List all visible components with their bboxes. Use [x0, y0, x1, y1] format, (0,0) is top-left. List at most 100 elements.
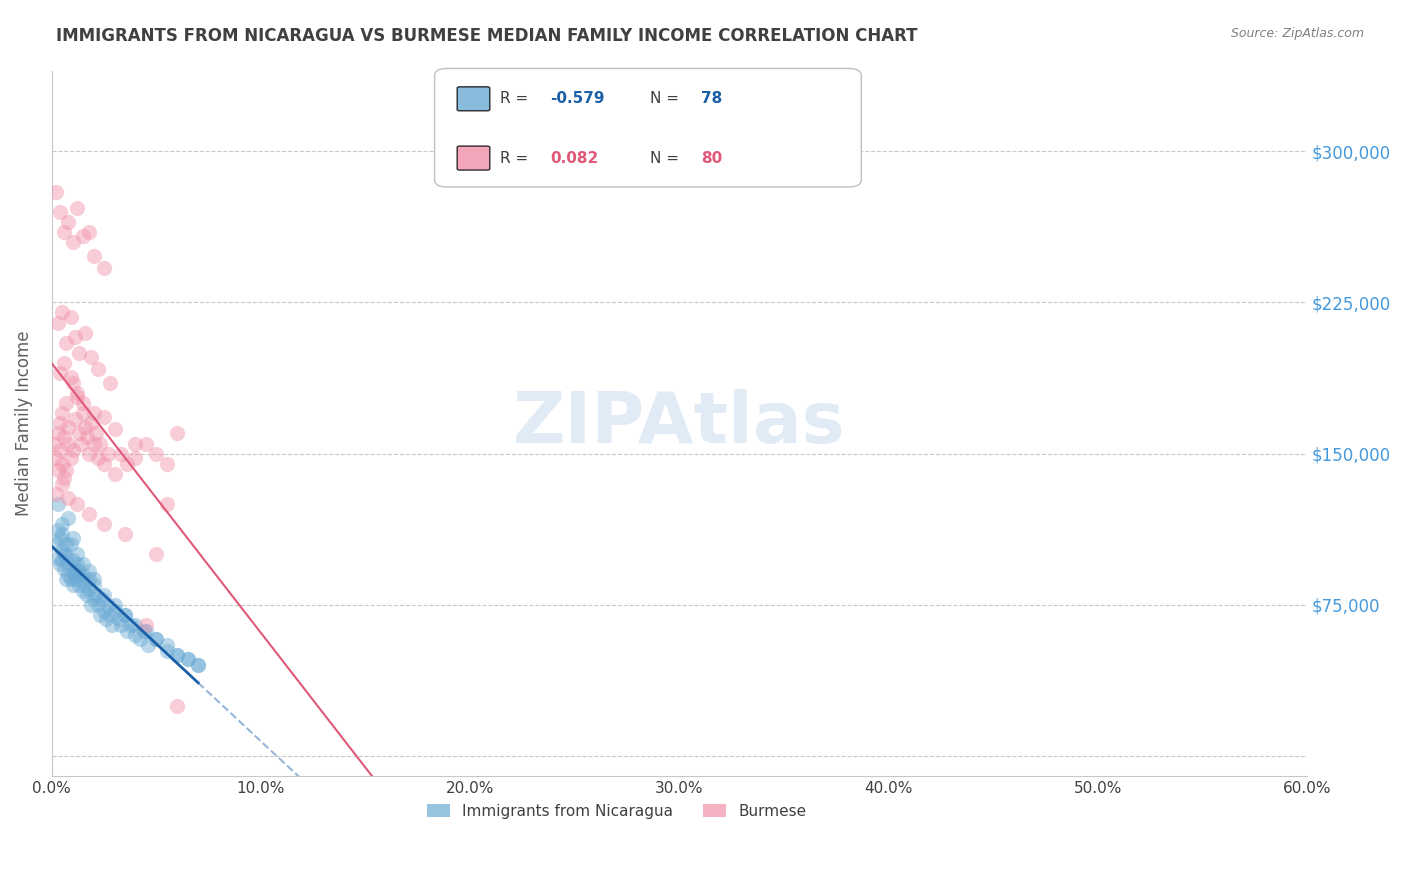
Point [45, 487, 67, 501]
Point [67, 564, 90, 578]
Point [115, 624, 138, 638]
Point [76, 588, 98, 602]
Point [83, 572, 105, 586]
Point [45, 450, 67, 465]
Point [51, 517, 73, 532]
Point [93, 588, 115, 602]
Point [124, 618, 146, 632]
Point [187, 658, 209, 673]
Point [145, 632, 167, 646]
Point [83, 249, 105, 263]
Y-axis label: Median Family Income: Median Family Income [15, 331, 32, 516]
Legend: Immigrants from Nicaragua, Burmese: Immigrants from Nicaragua, Burmese [420, 797, 813, 825]
Text: -0.579: -0.579 [550, 91, 605, 106]
Point [87, 450, 110, 465]
Text: N =: N = [651, 151, 685, 166]
Point [49, 558, 72, 572]
Point [120, 618, 142, 632]
Point [97, 598, 120, 612]
Point [124, 628, 146, 642]
Point [110, 447, 132, 461]
FancyBboxPatch shape [457, 146, 489, 170]
Point [114, 607, 136, 622]
Point [51, 457, 73, 471]
Point [45, 537, 67, 551]
Point [67, 346, 90, 360]
Point [46, 551, 69, 566]
Point [93, 517, 115, 532]
Point [145, 632, 167, 646]
Point [135, 624, 157, 638]
Point [156, 457, 179, 471]
Point [63, 412, 86, 426]
Point [66, 386, 89, 401]
Point [53, 471, 76, 485]
Point [91, 591, 114, 606]
Point [55, 335, 77, 350]
Point [135, 618, 157, 632]
Point [97, 447, 120, 461]
Point [83, 591, 105, 606]
FancyBboxPatch shape [457, 87, 489, 111]
Point [101, 618, 124, 632]
Point [58, 558, 80, 572]
Point [87, 598, 110, 612]
Point [166, 426, 188, 441]
Point [49, 531, 72, 545]
Point [72, 583, 94, 598]
Point [72, 396, 94, 410]
Point [83, 406, 105, 420]
Point [89, 607, 111, 622]
Point [55, 549, 77, 564]
Point [55, 463, 77, 477]
Point [51, 543, 73, 558]
Text: 78: 78 [700, 91, 721, 106]
Point [156, 638, 179, 652]
Point [132, 624, 155, 638]
Point [87, 362, 110, 376]
Point [51, 476, 73, 491]
Point [177, 652, 200, 666]
Point [145, 447, 167, 461]
Point [80, 350, 103, 364]
Point [58, 420, 80, 434]
Point [53, 225, 76, 239]
Point [80, 417, 103, 431]
Text: 0.082: 0.082 [550, 151, 599, 166]
Point [103, 598, 125, 612]
Point [53, 548, 76, 562]
Point [51, 527, 73, 541]
Point [114, 607, 136, 622]
Point [58, 567, 80, 582]
Point [58, 215, 80, 229]
Point [46, 426, 69, 441]
Point [156, 644, 179, 658]
Point [46, 497, 69, 511]
Point [59, 310, 82, 324]
Point [55, 396, 77, 410]
Point [103, 604, 125, 618]
Point [53, 356, 76, 370]
Point [72, 228, 94, 243]
Point [166, 648, 188, 663]
Point [58, 491, 80, 505]
Point [76, 430, 98, 444]
Text: N =: N = [651, 91, 685, 106]
Point [110, 618, 132, 632]
Point [66, 497, 89, 511]
Text: R =: R = [501, 91, 533, 106]
Point [62, 553, 84, 567]
Point [70, 572, 93, 586]
Point [59, 450, 82, 465]
Point [98, 607, 121, 622]
Point [135, 436, 157, 450]
Point [75, 577, 97, 591]
Text: ZIPAtlas: ZIPAtlas [513, 389, 845, 458]
Point [59, 370, 82, 384]
Text: R =: R = [501, 151, 533, 166]
Point [72, 567, 94, 582]
Text: Source: ZipAtlas.com: Source: ZipAtlas.com [1230, 27, 1364, 40]
Point [66, 567, 89, 582]
Point [49, 442, 72, 457]
Point [70, 436, 93, 450]
